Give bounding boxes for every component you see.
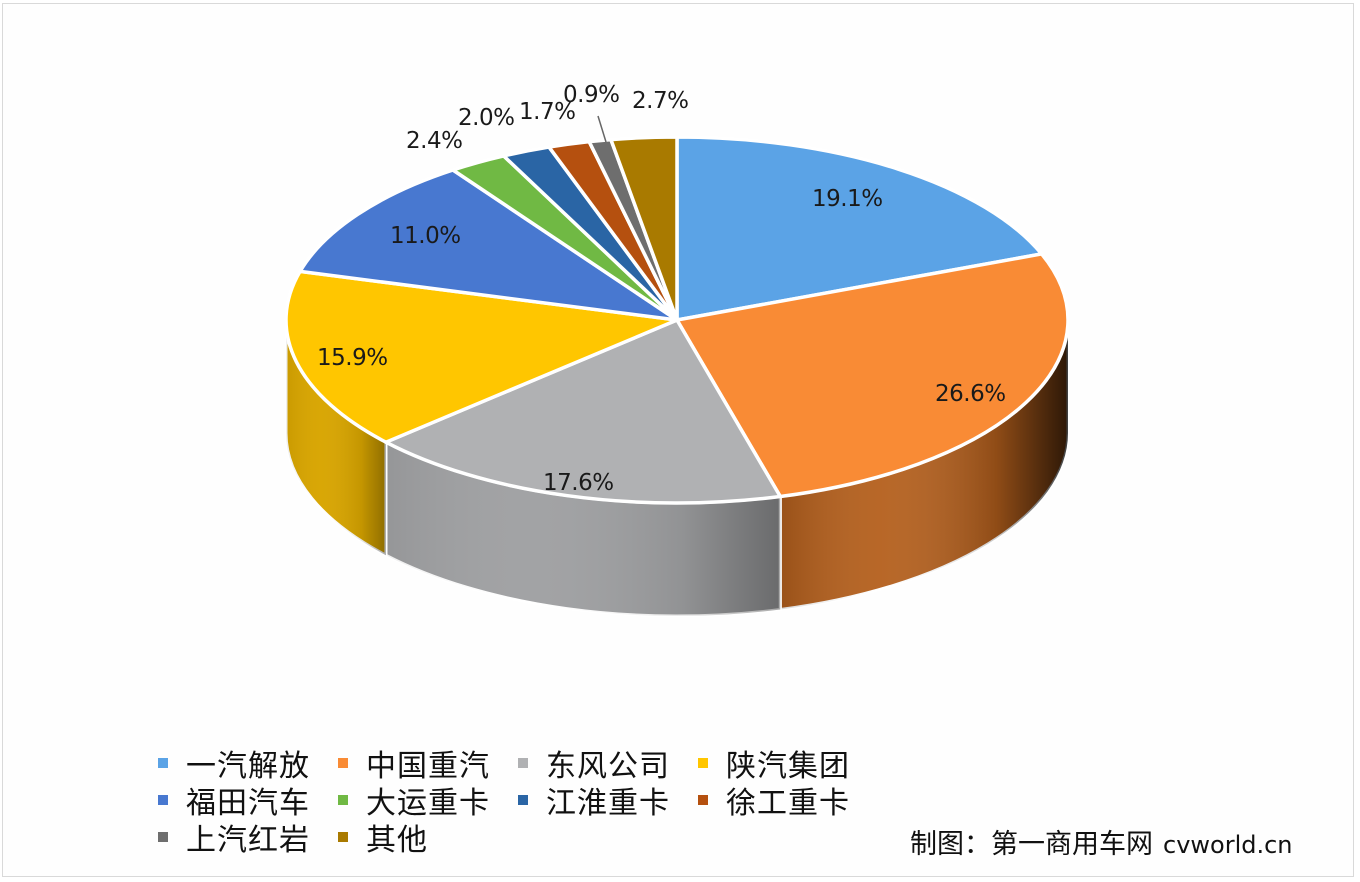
- label-jianghuai: 2.0%: [458, 105, 515, 131]
- pie-sides: [284, 319, 1070, 618]
- legend-item-zhongguo-zhongqi: 中国重汽: [338, 741, 518, 785]
- legend-item-yiqi-jiefang: 一汽解放: [158, 741, 338, 785]
- label-shangqi-hongyan: 0.9%: [563, 82, 620, 108]
- legend: 一汽解放 中国重汽 东风公司 陕汽集团 福田汽车 大运重卡 江淮重卡 徐工重卡 …: [158, 744, 878, 858]
- legend-swatch: [158, 757, 168, 768]
- credit-site: cvworld.cn: [1163, 831, 1293, 859]
- pie-slice-1: [675, 252, 1070, 499]
- credit-text: 制图：第一商用车网: [910, 829, 1153, 860]
- legend-swatch: [158, 831, 168, 842]
- label-dayun: 2.4%: [406, 128, 463, 154]
- pie-slice-9: [609, 135, 679, 322]
- legend-row-3: 上汽红岩 其他: [158, 818, 878, 858]
- label-xugong: 1.7%: [519, 99, 576, 125]
- legend-swatch: [698, 757, 708, 768]
- legend-item-shaanqi: 陕汽集团: [698, 741, 878, 785]
- pie-tops: [284, 135, 1070, 505]
- legend-item-xugong: 徐工重卡: [698, 778, 878, 822]
- legend-item-other: 其他: [338, 815, 518, 859]
- legend-item-dayun: 大运重卡: [338, 778, 518, 822]
- pie-slice-4: [298, 168, 679, 322]
- pie-slice-3: [284, 269, 679, 444]
- legend-swatch: [338, 757, 348, 768]
- label-dongfeng: 17.6%: [543, 470, 614, 496]
- legend-row-2: 福田汽车 大运重卡 江淮重卡 徐工重卡: [158, 781, 878, 821]
- pie-slice-2: [384, 318, 783, 505]
- pie-slice-0: [675, 135, 1044, 322]
- label-futian: 11.0%: [390, 223, 461, 249]
- legend-swatch: [158, 794, 168, 805]
- chart-credit: 制图：第一商用车网 cvworld.cn: [910, 822, 1293, 861]
- legend-row-1: 一汽解放 中国重汽 东风公司 陕汽集团: [158, 744, 878, 784]
- leader-line-0.9: [597, 115, 607, 143]
- legend-item-futian: 福田汽车: [158, 778, 338, 822]
- legend-swatch: [698, 794, 708, 805]
- legend-item-shangqi-hongyan: 上汽红岩: [158, 815, 338, 859]
- label-other: 2.7%: [632, 88, 689, 114]
- legend-swatch: [338, 794, 348, 805]
- legend-item-dongfeng: 东风公司: [518, 741, 698, 785]
- legend-swatch: [338, 831, 348, 842]
- legend-item-jianghuai: 江淮重卡: [518, 778, 698, 822]
- label-shaanqi: 15.9%: [317, 345, 388, 371]
- label-yiqi-jiefang: 19.1%: [812, 186, 883, 212]
- label-zhongguo-zhongqi: 26.6%: [935, 381, 1006, 407]
- legend-swatch: [518, 794, 528, 805]
- legend-swatch: [518, 757, 528, 768]
